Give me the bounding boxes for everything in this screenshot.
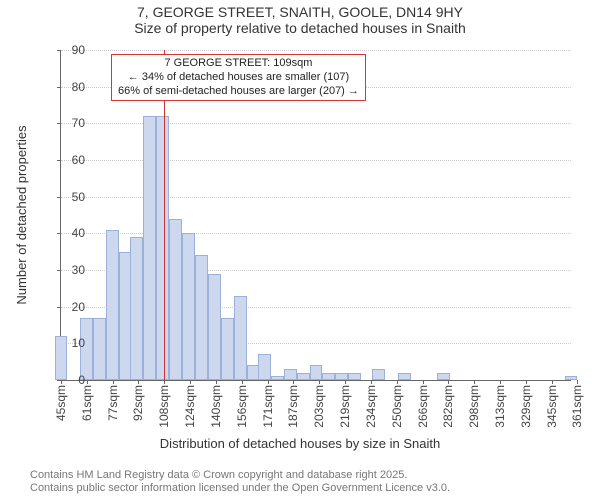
x-tick-mark <box>268 380 269 384</box>
histogram-bar <box>398 373 411 380</box>
x-tick-label: 234sqm <box>364 385 378 428</box>
histogram-bar <box>143 116 156 380</box>
histogram-bar <box>297 373 310 380</box>
y-tick-label: 50 <box>55 190 85 204</box>
x-tick-label: 156sqm <box>235 385 249 428</box>
histogram-bar <box>437 373 450 380</box>
x-tick-label: 77sqm <box>106 385 120 421</box>
x-tick-mark <box>423 380 424 384</box>
footer-line-1: Contains HM Land Registry data © Crown c… <box>30 469 450 483</box>
grid-line <box>61 160 571 161</box>
x-tick-mark <box>526 380 527 384</box>
grid-line <box>61 50 571 51</box>
plot-area: 45sqm61sqm77sqm92sqm108sqm124sqm140sqm15… <box>60 50 571 381</box>
histogram-bar <box>258 354 271 380</box>
x-tick-label: 45sqm <box>54 385 68 421</box>
y-tick-label: 60 <box>55 153 85 167</box>
x-tick-label: 282sqm <box>441 385 455 428</box>
x-tick-label: 140sqm <box>209 385 223 428</box>
histogram-bar <box>93 318 106 380</box>
histogram-bar <box>208 274 221 380</box>
x-tick-label: 219sqm <box>338 385 352 428</box>
histogram-bar <box>169 219 182 380</box>
histogram-bar <box>565 376 578 380</box>
x-tick-mark <box>500 380 501 384</box>
histogram-bar <box>284 369 297 380</box>
grid-line <box>61 233 571 234</box>
annotation-line-2: ← 34% of detached houses are smaller (10… <box>118 71 359 85</box>
annotation-line-1: 7 GEORGE STREET: 109sqm <box>118 57 359 71</box>
x-tick-mark <box>164 380 165 384</box>
x-tick-label: 171sqm <box>261 385 275 428</box>
histogram-bar <box>221 318 234 380</box>
x-tick-mark <box>190 380 191 384</box>
chart-title: 7, GEORGE STREET, SNAITH, GOOLE, DN14 9H… <box>0 4 600 36</box>
x-tick-label: 266sqm <box>416 385 430 428</box>
footer: Contains HM Land Registry data © Crown c… <box>30 469 450 497</box>
y-tick-label: 10 <box>55 336 85 350</box>
annotation-box: 7 GEORGE STREET: 109sqm ← 34% of detache… <box>111 54 366 101</box>
histogram-bar <box>372 369 385 380</box>
x-tick-label: 345sqm <box>545 385 559 428</box>
x-tick-label: 187sqm <box>286 385 300 428</box>
y-tick-label: 80 <box>55 80 85 94</box>
x-tick-mark <box>474 380 475 384</box>
annotation-line-3: 66% of semi-detached houses are larger (… <box>118 85 359 99</box>
histogram-bar <box>322 373 335 380</box>
x-tick-mark <box>397 380 398 384</box>
x-tick-label: 250sqm <box>390 385 404 428</box>
histogram-bar <box>234 296 247 380</box>
histogram-bar <box>195 255 208 380</box>
histogram-bar <box>271 376 284 380</box>
x-tick-mark <box>345 380 346 384</box>
grid-line <box>61 197 571 198</box>
title-line-2: Size of property relative to detached ho… <box>0 20 600 36</box>
x-axis-label: Distribution of detached houses by size … <box>0 436 600 451</box>
y-tick-label: 40 <box>55 226 85 240</box>
histogram-bar <box>348 373 361 380</box>
x-tick-label: 203sqm <box>312 385 326 428</box>
x-tick-label: 61sqm <box>80 385 94 421</box>
x-tick-label: 108sqm <box>157 385 171 428</box>
x-tick-mark <box>319 380 320 384</box>
x-tick-mark <box>577 380 578 384</box>
x-tick-label: 329sqm <box>519 385 533 428</box>
x-tick-mark <box>138 380 139 384</box>
footer-line-2: Contains public sector information licen… <box>30 482 450 496</box>
histogram-bar <box>182 233 195 380</box>
x-tick-label: 92sqm <box>131 385 145 421</box>
grid-line <box>61 123 571 124</box>
y-tick-label: 90 <box>55 43 85 57</box>
x-tick-mark <box>216 380 217 384</box>
histogram-bar <box>106 230 119 380</box>
chart-container: 7, GEORGE STREET, SNAITH, GOOLE, DN14 9H… <box>0 0 600 500</box>
x-tick-label: 361sqm <box>570 385 584 428</box>
y-tick-label: 30 <box>55 263 85 277</box>
x-tick-mark <box>293 380 294 384</box>
x-tick-label: 313sqm <box>493 385 507 428</box>
x-tick-mark <box>242 380 243 384</box>
x-tick-label: 298sqm <box>467 385 481 428</box>
x-tick-mark <box>87 380 88 384</box>
y-tick-label: 70 <box>55 116 85 130</box>
x-tick-mark <box>552 380 553 384</box>
title-line-1: 7, GEORGE STREET, SNAITH, GOOLE, DN14 9H… <box>0 4 600 20</box>
x-tick-label: 124sqm <box>183 385 197 428</box>
y-tick-label: 20 <box>55 300 85 314</box>
x-tick-mark <box>371 380 372 384</box>
x-tick-mark <box>448 380 449 384</box>
y-tick-label: 0 <box>55 373 85 387</box>
histogram-bar <box>156 116 169 380</box>
x-tick-mark <box>113 380 114 384</box>
histogram-bar <box>335 373 348 380</box>
histogram-bar <box>310 365 323 380</box>
histogram-bar <box>130 237 143 380</box>
